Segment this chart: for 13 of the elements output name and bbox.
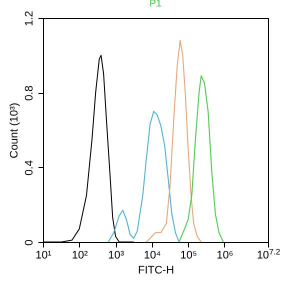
y-axis-title: Count (10³) xyxy=(8,102,20,158)
x-axis-title: FITC-H xyxy=(138,264,174,276)
x-tick-label: 10¹ xyxy=(36,250,52,262)
y-tick-label: 1.2 xyxy=(24,10,36,26)
x-tick-label: 10⁵ xyxy=(180,250,198,262)
y-tick-label: 0.4 xyxy=(24,160,36,176)
x-tick-label: 10$^{7.2}$ xyxy=(256,247,281,262)
x-tick-label: 10⁴ xyxy=(144,250,162,262)
y-tick-label: 0 xyxy=(24,239,36,246)
x-tick-label: 10³ xyxy=(108,250,124,262)
x-tick-label: 10² xyxy=(72,250,88,262)
x-tick-label: 10⁶ xyxy=(216,250,234,262)
y-tick-label: 0.8 xyxy=(24,86,36,101)
